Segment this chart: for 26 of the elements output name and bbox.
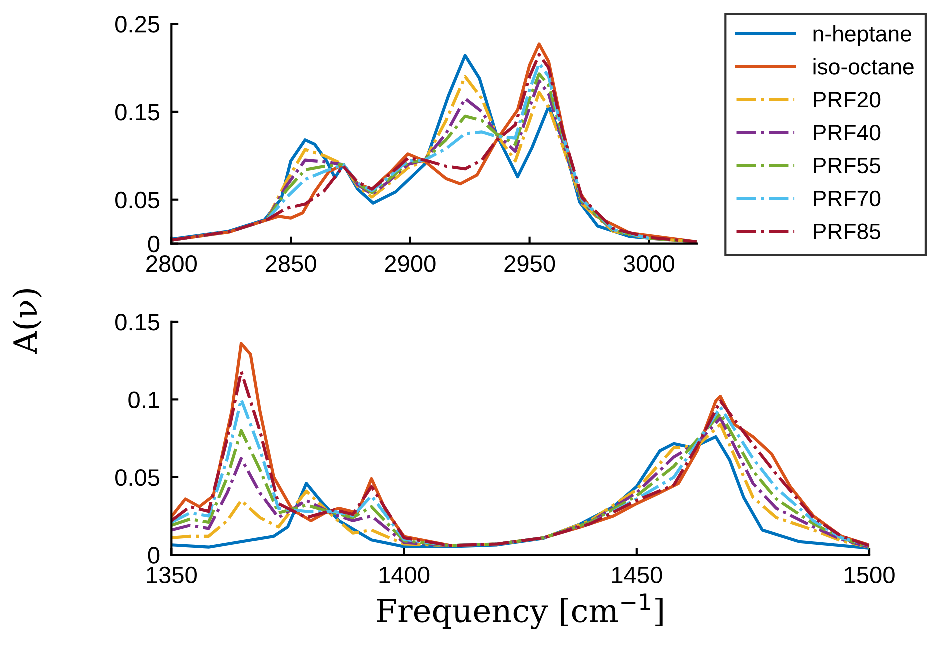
y-tick-label: 0.15 (116, 104, 160, 121)
legend-label: PRF20 (814, 92, 881, 108)
x-tick-label: 3000 (624, 256, 675, 272)
legend-label: PRF55 (814, 158, 881, 174)
x-tick-label: 2850 (266, 256, 316, 272)
x-tick-label: 1450 (612, 566, 662, 584)
x-axis-title: Frequency [cm$^{−1}$] (377, 594, 663, 630)
y-axis-title: A(ν) (12, 289, 42, 355)
x-tick-label: 1350 (147, 566, 197, 584)
y-tick-label: 0.15 (116, 314, 160, 331)
x-tick-label: 2800 (146, 256, 197, 272)
y-tick-label: 0 (148, 547, 160, 564)
legend-label: PRF40 (814, 124, 881, 141)
y-tick-label: 0.1 (128, 392, 160, 408)
y-tick-label: 0.05 (116, 192, 160, 209)
y-tick-label: 0 (148, 236, 160, 253)
x-tick-label: 2950 (504, 256, 556, 272)
y-tick-label: 0.25 (116, 16, 160, 33)
x-tick-label: 2900 (385, 256, 436, 272)
legend-label: PRF70 (814, 190, 881, 207)
y-tick-label: 0.05 (116, 469, 160, 486)
x-tick-label: 1500 (845, 566, 895, 584)
legend-label: PRF85 (814, 224, 881, 240)
legend-label: n-heptane (814, 26, 912, 46)
x-tick-label: 1400 (380, 566, 430, 584)
legend-label: iso-octane (814, 58, 914, 75)
